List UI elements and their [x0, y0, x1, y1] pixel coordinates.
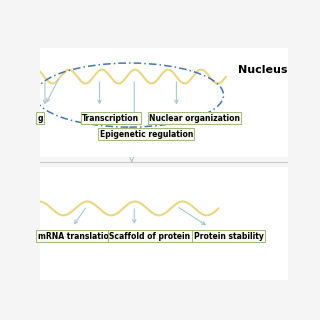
Text: Nuclear organization: Nuclear organization: [149, 114, 240, 123]
Text: Transcription: Transcription: [82, 114, 139, 123]
Bar: [40, 166, 288, 280]
Text: Protein stability: Protein stability: [194, 232, 264, 241]
Text: Nucleus: Nucleus: [238, 65, 288, 76]
Bar: [40, 48, 288, 157]
Text: Scaffold of protein  complex: Scaffold of protein complex: [109, 232, 232, 241]
Text: mRNA translation: mRNA translation: [37, 232, 114, 241]
Text: g: g: [37, 114, 43, 123]
Text: Epigenetic regulation: Epigenetic regulation: [100, 130, 193, 139]
